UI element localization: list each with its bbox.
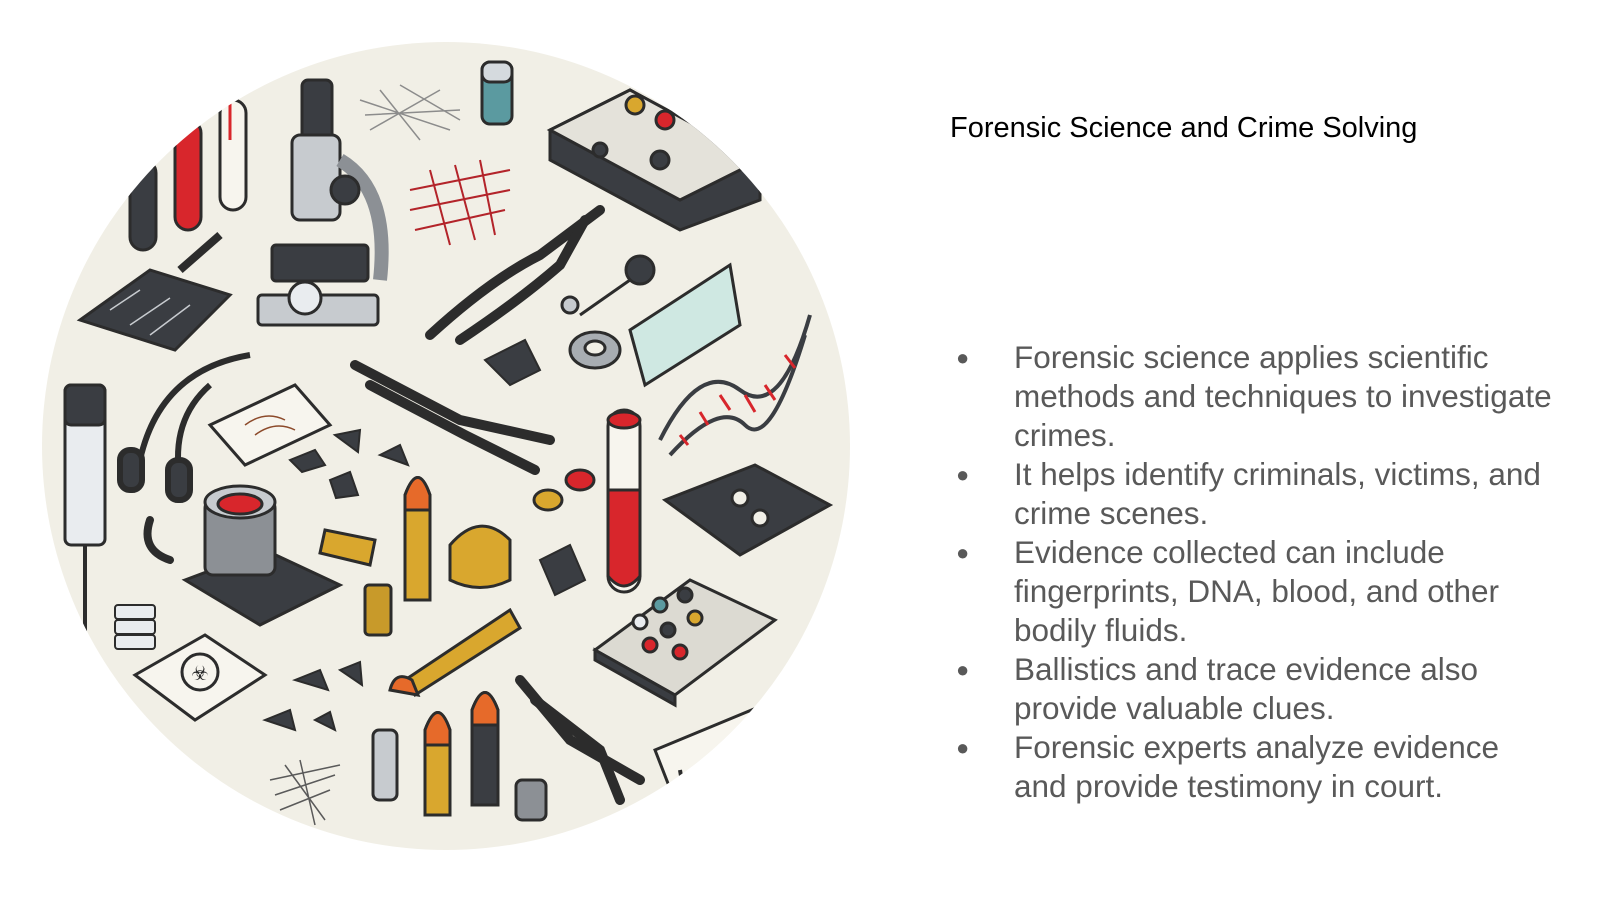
evidence-card-icon bbox=[661, 463, 834, 557]
bullet-item: ● Forensic science applies scientific me… bbox=[950, 338, 1560, 455]
blood-test-tube-icon bbox=[606, 408, 642, 594]
evidence-tray-icon bbox=[76, 231, 233, 352]
slug-icon bbox=[448, 524, 512, 589]
bullet-text: Evidence collected can include fingerpri… bbox=[1014, 534, 1500, 648]
bullet-list: ● Forensic science applies scientific me… bbox=[950, 338, 1560, 806]
reagent-panel-icon bbox=[592, 578, 778, 708]
probe-icon bbox=[560, 254, 656, 317]
film-stack-icon bbox=[114, 604, 156, 650]
glass-slide-icon bbox=[628, 262, 742, 388]
washer-icon bbox=[568, 330, 622, 370]
cartridge-cap-icon bbox=[532, 468, 596, 512]
sample-container-icon bbox=[181, 484, 344, 627]
pliers-icon bbox=[425, 205, 605, 345]
bullet-dot-icon: ● bbox=[956, 540, 970, 565]
test-tube-icon bbox=[128, 98, 248, 252]
pliers-icon bbox=[350, 360, 555, 475]
bullet-item: ● Forensic experts analyze evidence and … bbox=[950, 728, 1560, 806]
bullet-item: ● Evidence collected can include fingerp… bbox=[950, 533, 1560, 650]
fingerprint-card-icon bbox=[207, 383, 333, 467]
pliers-icon bbox=[515, 675, 645, 805]
cable-icon bbox=[117, 352, 251, 503]
vial-icon bbox=[480, 60, 514, 126]
syringe-icon bbox=[63, 383, 107, 640]
bullet-dot-icon: ● bbox=[956, 657, 970, 682]
bullet-icon bbox=[318, 476, 548, 822]
bullet-text: Ballistics and trace evidence also provi… bbox=[1014, 651, 1478, 726]
microscope-icon bbox=[256, 78, 389, 327]
bullet-dot-icon: ● bbox=[956, 735, 970, 760]
bullet-dot-icon: ● bbox=[956, 345, 970, 370]
dna-helix-icon bbox=[658, 314, 812, 457]
biohazard-card-icon: ☣ bbox=[132, 633, 268, 722]
bullet-item: ● It helps identify criminals, victims, … bbox=[950, 455, 1560, 533]
bullet-text: Forensic science applies scientific meth… bbox=[1014, 339, 1552, 453]
fiber-sample-icon bbox=[359, 84, 461, 141]
bullet-text: It helps identify criminals, victims, an… bbox=[1014, 456, 1541, 531]
fiber-sample-icon bbox=[409, 159, 511, 246]
forensic-tools-illustration: ☣ bbox=[40, 40, 852, 852]
bullet-dot-icon: ● bbox=[956, 462, 970, 487]
bullet-item: ● Ballistics and trace evidence also pro… bbox=[950, 650, 1560, 728]
svg-text:☣: ☣ bbox=[191, 661, 209, 685]
bullet-text: Forensic experts analyze evidence and pr… bbox=[1014, 729, 1500, 804]
hook-icon bbox=[143, 516, 174, 564]
evidence-scanner-icon bbox=[546, 88, 764, 232]
slide-title: Forensic Science and Crime Solving bbox=[950, 112, 1418, 144]
fiber-bundle-icon bbox=[269, 759, 341, 826]
evidence-fragments-icon bbox=[262, 338, 587, 732]
